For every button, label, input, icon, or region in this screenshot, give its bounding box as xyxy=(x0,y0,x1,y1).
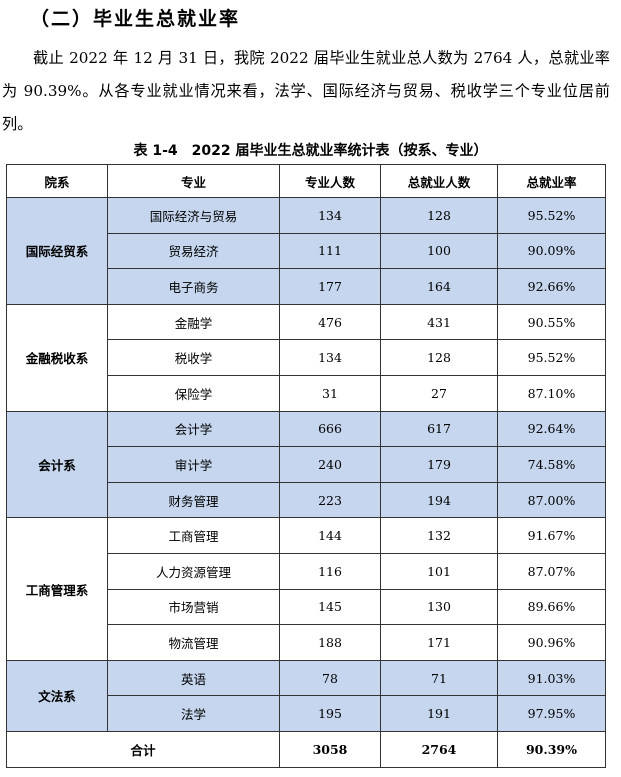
major-count-cell: 666 xyxy=(279,410,381,448)
major-cell: 财务管理 xyxy=(107,481,280,519)
employed-count-cell: 194 xyxy=(380,481,498,519)
table-row: 审计学 240 179 74.58% xyxy=(7,446,606,483)
employment-rate-cell: 89.66% xyxy=(497,588,606,626)
total-row: 合计 3058 2764 90.39% xyxy=(6,730,606,768)
total-employed: 2764 xyxy=(380,730,498,768)
table-header-row: 院系 专业 专业人数 总就业人数 总就业率 xyxy=(6,164,606,198)
major-cell: 金融学 xyxy=(107,303,280,341)
table-row: 文法系 英语 78 71 91.03% xyxy=(6,659,606,732)
major-count-cell: 134 xyxy=(279,197,381,234)
employment-rate-cell: 91.03% xyxy=(497,659,606,697)
department-cell: 国际经贸系 xyxy=(6,197,108,305)
employed-count-cell: 100 xyxy=(380,232,498,270)
employment-rate-table: 院系 专业 专业人数 总就业人数 总就业率 国际经贸系 国际经济与贸易 134 128… xyxy=(6,164,606,768)
employment-rate-cell: 91.67% xyxy=(497,517,606,554)
employment-rate-cell: 90.09% xyxy=(497,232,606,270)
major-cell: 会计学 xyxy=(107,410,280,448)
major-count-cell: 188 xyxy=(279,624,381,661)
table-row: 贸易经济 111 100 90.09% xyxy=(7,232,606,270)
major-cell: 贸易经济 xyxy=(107,232,280,270)
major-cell: 法学 xyxy=(107,695,280,732)
major-cell: 电子商务 xyxy=(107,268,280,305)
employed-count-cell: 132 xyxy=(380,517,498,554)
employed-count-cell: 128 xyxy=(380,197,498,234)
employed-count-cell: 128 xyxy=(380,339,498,376)
employment-rate-cell: 87.10% xyxy=(497,374,606,412)
header-department: 院系 xyxy=(6,164,108,198)
major-cell: 审计学 xyxy=(107,446,280,483)
employment-rate-cell: 87.00% xyxy=(497,481,606,519)
department-cell: 会计系 xyxy=(6,410,108,519)
major-count-cell: 111 xyxy=(279,232,381,270)
employment-rate-cell: 97.95% xyxy=(497,695,606,732)
department-cell: 文法系 xyxy=(6,659,108,732)
major-count-cell: 134 xyxy=(279,339,381,376)
major-count-cell: 144 xyxy=(279,517,381,554)
major-cell: 英语 xyxy=(107,659,280,697)
table-body: 国际经贸系 国际经济与贸易 134 128 95.52% 贸易经济 111 100 90.09%… xyxy=(6,197,606,732)
total-rate: 90.39% xyxy=(497,730,606,768)
major-count-cell: 145 xyxy=(279,588,381,626)
employment-rate-cell: 87.07% xyxy=(497,552,606,590)
employed-count-cell: 191 xyxy=(380,695,498,732)
employment-rate-cell: 90.55% xyxy=(497,303,606,341)
major-cell: 工商管理 xyxy=(107,517,280,554)
major-count-cell: 240 xyxy=(279,446,381,483)
employed-count-cell: 171 xyxy=(380,624,498,661)
employment-rate-cell: 90.96% xyxy=(497,624,606,661)
major-count-cell: 116 xyxy=(279,552,381,590)
employed-count-cell: 179 xyxy=(380,446,498,483)
table-row: 法学 195 191 97.95% xyxy=(7,695,606,732)
header-employment-rate: 总就业率 xyxy=(497,164,606,198)
department-cell: 金融税收系 xyxy=(6,303,108,412)
employment-rate-cell: 74.58% xyxy=(497,446,606,483)
employed-count-cell: 101 xyxy=(380,552,498,590)
major-count-cell: 177 xyxy=(279,268,381,305)
employed-count-cell: 130 xyxy=(380,588,498,626)
major-count-cell: 476 xyxy=(279,303,381,341)
employed-count-cell: 164 xyxy=(380,268,498,305)
header-employed-count: 总就业人数 xyxy=(380,164,498,198)
major-count-cell: 31 xyxy=(279,374,381,412)
table-row: 工商管理系 工商管理 144 132 91.67% xyxy=(6,517,606,661)
table-row: 保险学 31 27 87.10% xyxy=(7,374,606,412)
major-cell: 国际经济与贸易 xyxy=(107,197,280,234)
major-count-cell: 223 xyxy=(279,481,381,519)
employment-rate-cell: 95.52% xyxy=(497,197,606,234)
table-row: 税收学 134 128 95.52% xyxy=(7,339,606,376)
employment-rate-cell: 95.52% xyxy=(497,339,606,376)
table-row: 国际经贸系 国际经济与贸易 134 128 95.52% xyxy=(6,197,606,305)
major-cell: 税收学 xyxy=(107,339,280,376)
table-row: 金融税收系 金融学 476 431 90.55% xyxy=(6,303,606,412)
header-major-count: 专业人数 xyxy=(279,164,381,198)
major-count-cell: 78 xyxy=(279,659,381,697)
total-count: 3058 xyxy=(279,730,381,768)
total-label: 合计 xyxy=(6,730,280,768)
employment-rate-cell: 92.64% xyxy=(497,410,606,448)
employed-count-cell: 27 xyxy=(380,374,498,412)
department-cell: 工商管理系 xyxy=(6,517,108,661)
table-row: 电子商务 177 164 92.66% xyxy=(7,268,606,305)
employed-count-cell: 617 xyxy=(380,410,498,448)
major-cell: 市场营销 xyxy=(107,588,280,626)
section-heading: （二）毕业生总就业率 xyxy=(30,8,241,30)
table-caption: 表 1-4 2022 届毕业生总就业率统计表（按系、专业） xyxy=(133,143,488,159)
table-row: 会计系 会计学 666 617 92.64% xyxy=(6,410,606,519)
table-row: 物流管理 188 171 90.96% xyxy=(7,624,606,661)
employed-count-cell: 71 xyxy=(380,659,498,697)
major-count-cell: 195 xyxy=(279,695,381,732)
summary-paragraph: 截止 2022 年 12 月 31 日，我院 2022 届毕业生就业总人数为 2… xyxy=(2,49,610,133)
header-major: 专业 xyxy=(107,164,280,198)
employed-count-cell: 431 xyxy=(380,303,498,341)
major-cell: 物流管理 xyxy=(107,624,280,661)
major-cell: 保险学 xyxy=(107,374,280,412)
employment-rate-cell: 92.66% xyxy=(497,268,606,305)
major-cell: 人力资源管理 xyxy=(107,552,280,590)
